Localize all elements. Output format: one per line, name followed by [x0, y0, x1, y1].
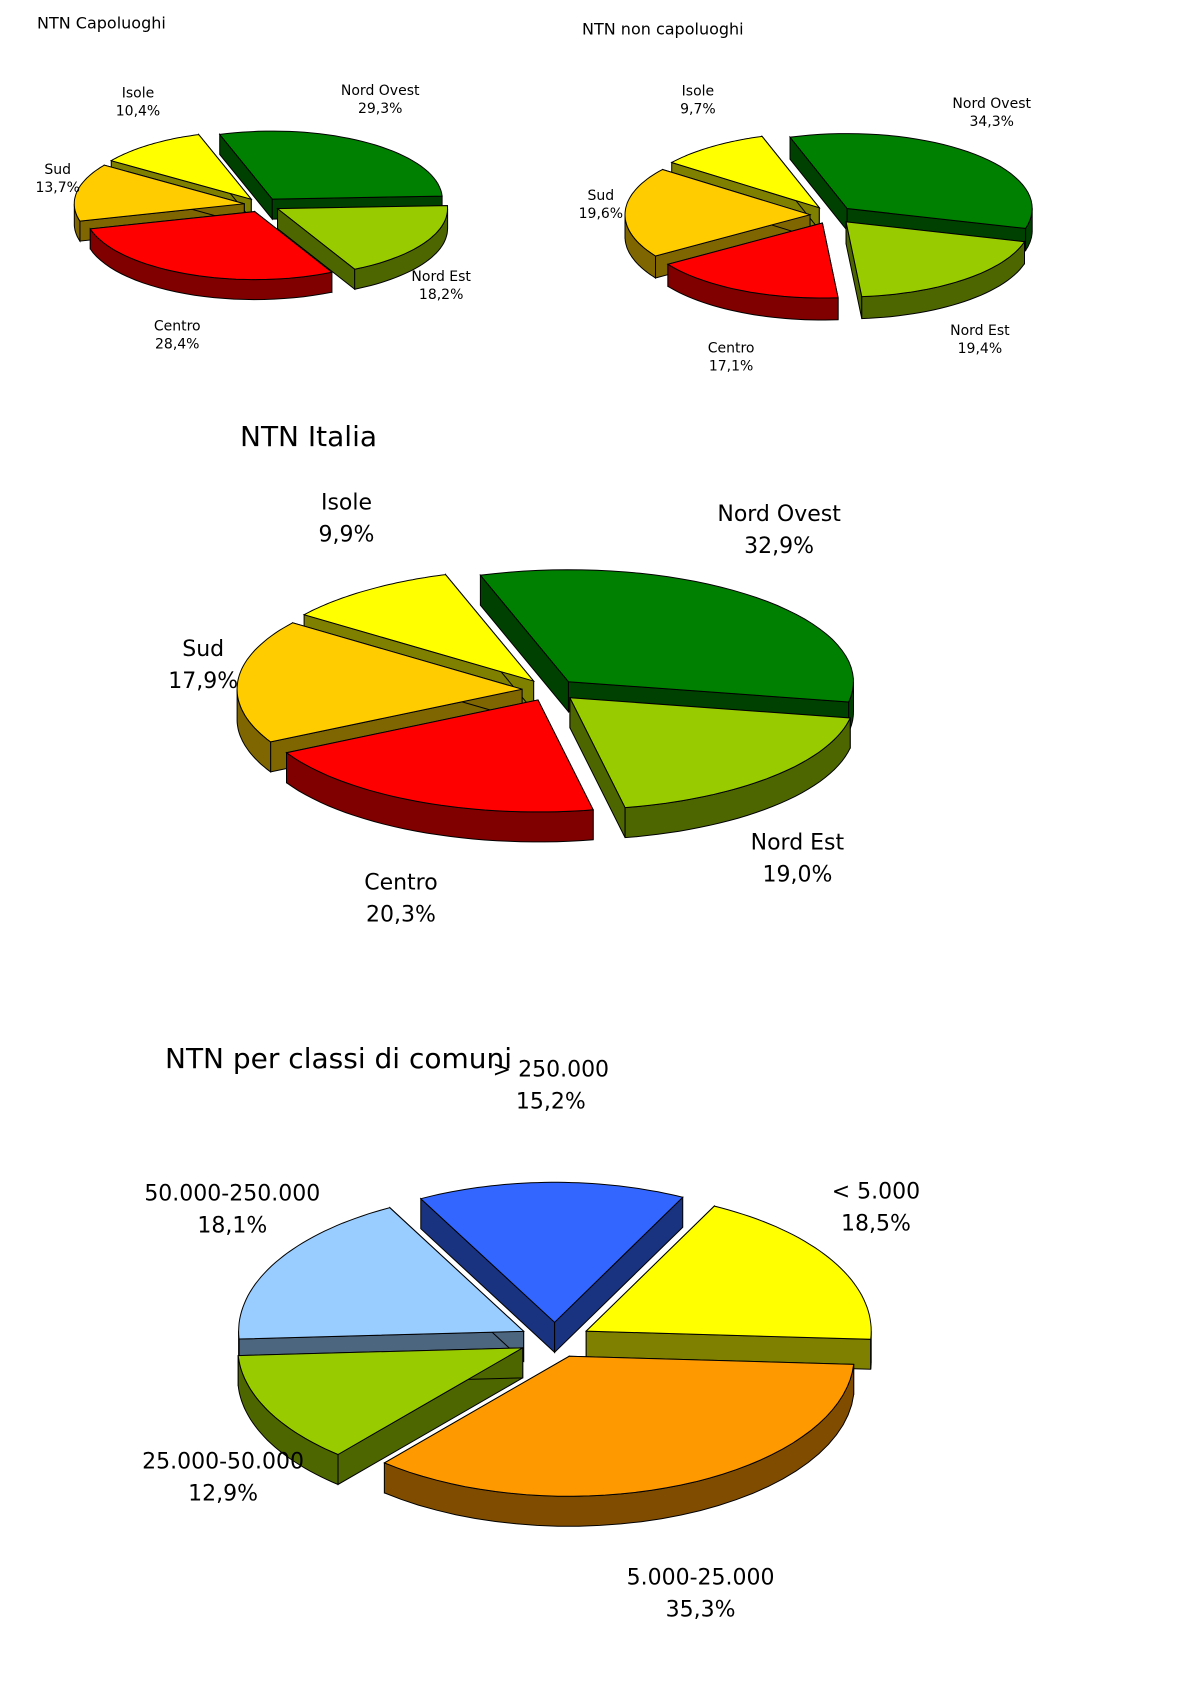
slice: [237, 1346, 524, 1486]
slice-value-label: 17,1%: [709, 358, 753, 374]
slice-top: [383, 1355, 855, 1497]
slice-label: 50.000-250.000: [144, 1182, 320, 1207]
slice-label: Nord Ovest: [952, 96, 1031, 112]
slice-value-label: 13,7%: [35, 180, 79, 196]
slice-label: Nord Est: [411, 269, 471, 285]
slice: [666, 222, 839, 321]
slice-value-label: 18,1%: [197, 1214, 267, 1239]
slice-label: Sud: [44, 162, 71, 178]
slice: [479, 569, 854, 733]
slice-top: [624, 168, 812, 257]
slice: [845, 221, 1026, 320]
slice-value-label: 19,6%: [579, 206, 623, 222]
slice: [789, 133, 1033, 253]
slice-value-label: 9,9%: [319, 522, 375, 547]
slice: [383, 1355, 855, 1527]
slice-top: [419, 1181, 684, 1324]
slice-top: [89, 211, 333, 281]
chart-title: NTN Capoluoghi: [37, 14, 166, 33]
slice-label: Nord Ovest: [341, 83, 420, 99]
slice-value-label: 32,9%: [744, 534, 814, 559]
slice-value-label: 9,7%: [680, 102, 716, 118]
slice-top: [479, 569, 854, 703]
slice: [276, 205, 449, 291]
slice-top: [302, 574, 536, 683]
slice-top: [218, 130, 443, 200]
slice-top: [789, 133, 1033, 229]
slice: [419, 1181, 684, 1354]
slice-label: Centro: [708, 340, 755, 356]
slice-label: 25.000-50.000: [142, 1449, 304, 1474]
slice: [569, 697, 851, 839]
slice-top: [670, 135, 821, 209]
slice-top: [276, 205, 448, 270]
slice-top: [666, 222, 839, 299]
slice-top: [845, 221, 1026, 298]
slice-label: Sud: [588, 188, 615, 204]
slice-label: > 250.000: [493, 1057, 609, 1082]
slice-value-label: 15,2%: [516, 1089, 586, 1114]
slice-value-label: 34,3%: [969, 114, 1013, 130]
slice-value-label: 35,3%: [666, 1597, 736, 1622]
chart-title: NTN non capoluoghi: [582, 20, 744, 39]
slice-label: Centro: [154, 318, 201, 334]
slice-label: Isole: [122, 86, 155, 102]
slice-top: [236, 622, 523, 743]
chart-title: NTN per classi di comuni: [165, 1042, 512, 1075]
slice-label: Isole: [682, 84, 715, 100]
slice-label: Nord Ovest: [717, 502, 841, 527]
slice: [285, 699, 594, 843]
slice-value-label: 28,4%: [155, 336, 199, 352]
slice-top: [73, 164, 245, 222]
slice-value-label: 29,3%: [358, 101, 402, 117]
slice-value-label: 18,2%: [419, 287, 463, 303]
slice-value-label: 10,4%: [116, 104, 160, 120]
slice-top: [109, 134, 253, 201]
slice-top: [569, 697, 851, 809]
slice-top: [237, 1347, 523, 1456]
slice-label: Sud: [182, 637, 224, 662]
slice-label: < 5.000: [832, 1179, 920, 1204]
slice-value-label: 19,0%: [762, 863, 832, 888]
slice-value-label: 17,9%: [168, 669, 238, 694]
slice-label: Centro: [364, 870, 438, 895]
chart-title: NTN Italia: [240, 420, 377, 453]
slice-top: [584, 1205, 872, 1340]
slice-label: 5.000-25.000: [627, 1565, 775, 1590]
slice-top: [238, 1207, 525, 1340]
slice-value-label: 12,9%: [188, 1481, 258, 1506]
slice-value-label: 19,4%: [958, 341, 1002, 357]
slice-value-label: 18,5%: [841, 1211, 911, 1236]
slice: [89, 210, 333, 301]
slice-label: Nord Est: [751, 831, 845, 856]
slice-label: Isole: [321, 490, 372, 515]
slice-value-label: 20,3%: [366, 902, 436, 927]
slice-label: Nord Est: [950, 323, 1010, 339]
slice-top: [285, 699, 594, 813]
